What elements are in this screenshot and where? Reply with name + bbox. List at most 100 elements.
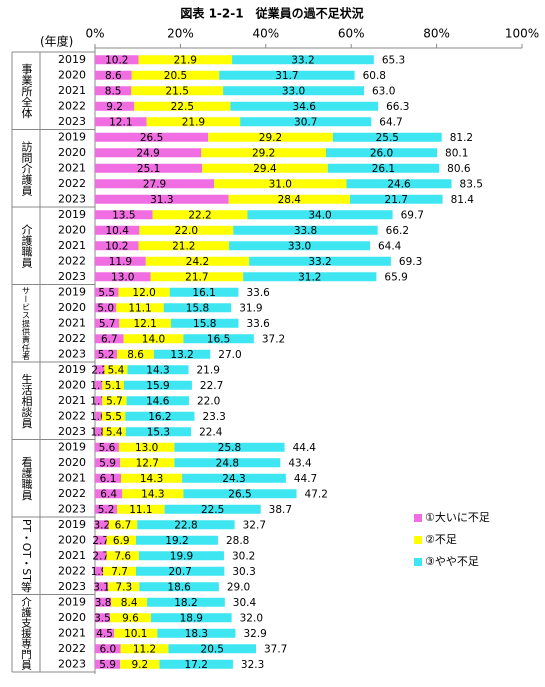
- value-label: 17.2: [185, 659, 208, 671]
- bar-segment: [106, 535, 136, 545]
- value-label: 18.9: [180, 612, 203, 624]
- x-tick-label: 0%: [85, 27, 104, 41]
- value-label: 34.0: [308, 209, 331, 221]
- y-tick-label: 2023: [58, 192, 86, 205]
- bar-segment: [117, 504, 165, 514]
- y-tick-label: 2022: [58, 332, 86, 345]
- bar-segment: [171, 318, 239, 328]
- bar-segment: [95, 427, 103, 437]
- value-label: 5.2: [98, 504, 115, 516]
- bar-segment: [182, 473, 286, 483]
- value-label: 25.5: [376, 132, 399, 144]
- value-label: 5.4: [106, 426, 123, 438]
- value-label: 25.1: [137, 163, 160, 175]
- y-tick-label: 2022: [58, 487, 86, 500]
- bar-segment: [111, 597, 148, 607]
- bar-segment: [95, 442, 119, 452]
- y-tick-label: 2023: [58, 580, 86, 593]
- y-tick-label: 2022: [58, 409, 86, 422]
- y-tick-label: 2023: [58, 425, 86, 438]
- value-label: 29.2: [259, 132, 282, 144]
- group-label: サービス提供責任者: [22, 286, 32, 361]
- total-label: 69.7: [401, 209, 424, 221]
- value-label: 9.2: [106, 101, 123, 113]
- y-tick-label: 2019: [58, 363, 86, 376]
- bar-segment: [135, 566, 225, 576]
- value-label: 9.6: [122, 612, 139, 624]
- total-label: 60.8: [363, 70, 386, 82]
- y-tick-label: 2019: [58, 595, 86, 608]
- bar-segment: [120, 644, 169, 654]
- value-label: 21.9: [182, 116, 205, 128]
- value-label: 11.2: [133, 643, 156, 655]
- bar-segment: [346, 179, 452, 189]
- total-label: 33.6: [246, 287, 270, 299]
- bar-segment: [95, 458, 121, 468]
- bar-segment: [119, 318, 172, 328]
- bar-segment: [223, 86, 365, 96]
- total-label: 81.2: [450, 132, 473, 144]
- value-label: 7.7: [111, 566, 128, 578]
- bar-segment: [327, 163, 440, 173]
- bar-segment: [95, 194, 229, 204]
- bar-segment: [95, 86, 132, 96]
- value-label: 26.1: [372, 163, 395, 175]
- x-tick-label: 60%: [338, 27, 365, 41]
- bar-segment: [95, 210, 153, 220]
- value-label: 5.2: [98, 349, 115, 361]
- value-label: 8.6: [105, 70, 122, 82]
- bar-segment: [95, 380, 103, 390]
- total-label: 64.7: [379, 116, 402, 128]
- value-label: 26.5: [228, 488, 251, 500]
- y-tick-label: 2020: [58, 301, 86, 314]
- bar-segment: [138, 55, 233, 65]
- value-label: 22.0: [175, 225, 198, 237]
- value-label: 21.7: [385, 194, 408, 206]
- value-label: 5.0: [97, 302, 114, 314]
- total-label: 65.9: [384, 271, 407, 283]
- value-label: 21.5: [166, 85, 189, 97]
- bar-segment: [174, 458, 281, 468]
- value-label: 15.8: [193, 318, 216, 330]
- value-label: 10.4: [106, 225, 130, 237]
- value-label: 22.5: [201, 504, 224, 516]
- value-label: 18.6: [167, 581, 191, 593]
- value-label: 31.0: [269, 178, 292, 190]
- total-label: 66.3: [386, 101, 409, 113]
- total-label: 38.7: [269, 504, 292, 516]
- y-tick-label: 2023: [58, 657, 86, 670]
- total-label: 31.9: [239, 302, 262, 314]
- bar-segment: [95, 179, 215, 189]
- value-label: 15.9: [146, 380, 169, 392]
- bar-segment: [101, 411, 126, 421]
- total-label: 32.0: [240, 612, 263, 624]
- value-label: 14.6: [146, 395, 170, 407]
- y-tick-label: 2019: [58, 285, 86, 298]
- x-tick-label: 100%: [505, 27, 539, 41]
- bar-segment: [95, 349, 118, 359]
- group-label: 看護職員: [20, 455, 33, 501]
- bar-segment: [95, 504, 118, 514]
- value-label: 33.0: [282, 85, 305, 97]
- bar-segment: [95, 303, 117, 313]
- bar-segment: [95, 597, 112, 607]
- x-tick-label: 40%: [252, 27, 279, 41]
- total-label: 27.0: [218, 349, 241, 361]
- value-label: 13.0: [111, 271, 134, 283]
- value-label: 2.7: [92, 535, 109, 547]
- value-label: 10.1: [124, 628, 147, 640]
- group-label: PT・OT・ST等: [20, 519, 33, 593]
- total-label: 44.4: [293, 442, 317, 454]
- bar-segment: [106, 551, 139, 561]
- total-label: 32.9: [243, 628, 266, 640]
- bar-segment: [95, 582, 109, 592]
- bar-segment: [183, 334, 254, 344]
- bar-segment: [95, 272, 151, 282]
- value-label: 5.7: [99, 318, 116, 330]
- y-tick-label: 2022: [58, 642, 86, 655]
- bar-segment: [183, 489, 297, 499]
- bar-segment: [349, 194, 443, 204]
- bar-segment: [169, 287, 239, 297]
- total-label: 69.3: [399, 256, 422, 268]
- value-label: 19.9: [170, 550, 193, 562]
